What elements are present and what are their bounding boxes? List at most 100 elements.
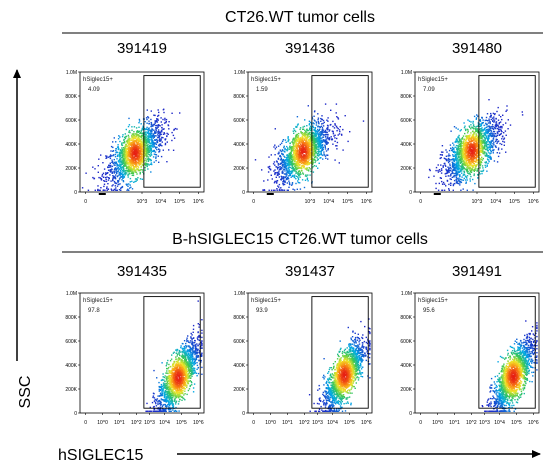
event-dot <box>276 161 278 163</box>
event-dot <box>497 141 499 143</box>
event-dot <box>476 156 478 158</box>
y-tick-label: 800K <box>65 94 77 100</box>
event-dot <box>311 118 314 120</box>
event-dot <box>495 121 498 123</box>
event-dot <box>336 116 338 118</box>
event-dot <box>320 125 323 127</box>
event-dot <box>136 168 138 170</box>
event-dot <box>307 134 309 136</box>
event-dot <box>305 150 307 152</box>
event-dot <box>441 169 443 172</box>
event-dot <box>456 148 458 150</box>
event-dot <box>454 172 457 175</box>
event-dot <box>157 126 159 128</box>
event-dot <box>475 165 477 167</box>
y-tick-label: 600K <box>233 118 245 124</box>
event-dot <box>485 124 487 126</box>
event-dot <box>161 124 163 126</box>
event-dot <box>142 125 144 127</box>
y-tick-label: 200K <box>65 166 77 172</box>
event-dot <box>294 139 296 141</box>
event-dot <box>298 144 300 147</box>
event-dot <box>279 159 282 161</box>
event-dot <box>125 168 127 170</box>
event-dot <box>292 167 295 169</box>
event-dot <box>465 150 467 152</box>
event-dot <box>282 170 284 172</box>
event-dot <box>301 134 304 136</box>
event-dot <box>132 158 134 160</box>
event-dot <box>506 105 508 107</box>
event-dot <box>493 113 496 116</box>
event-dot <box>129 177 132 180</box>
event-dot <box>103 180 105 182</box>
event-dot <box>122 172 124 174</box>
event-dot <box>140 153 143 155</box>
event-dot <box>151 131 153 133</box>
event-dot <box>101 173 104 176</box>
event-dot <box>476 170 479 172</box>
event-dot <box>105 172 107 174</box>
event-dot <box>146 140 148 142</box>
event-dot <box>337 127 339 130</box>
event-dot <box>319 146 322 148</box>
event-dot <box>467 172 469 174</box>
event-dot <box>125 153 128 155</box>
event-dot <box>142 126 144 128</box>
event-dot <box>440 164 442 166</box>
event-dot <box>109 154 112 156</box>
event-dot <box>145 142 147 145</box>
event-dot <box>336 137 338 140</box>
event-dot <box>453 167 456 170</box>
event-dot <box>171 139 173 142</box>
event-dot <box>476 142 479 144</box>
event-dot <box>316 132 319 134</box>
event-dot <box>148 136 150 138</box>
event-dot <box>303 186 306 189</box>
event-dot <box>128 130 131 132</box>
event-dot <box>286 150 288 152</box>
event-dot <box>117 168 119 170</box>
event-dot <box>287 171 289 173</box>
y-tick-label: 0 <box>74 190 77 196</box>
event-dot <box>300 170 303 172</box>
event-dot <box>149 133 152 136</box>
event-dot <box>152 124 154 126</box>
event-dot <box>122 164 125 167</box>
event-dot <box>110 145 113 148</box>
event-dot <box>142 140 144 142</box>
event-dot <box>289 146 291 149</box>
event-dot <box>164 119 166 121</box>
event-dot <box>490 116 492 118</box>
event-dot <box>317 167 319 169</box>
event-dot <box>153 129 155 131</box>
event-dot <box>147 153 149 156</box>
event-dot <box>315 144 317 146</box>
event-dot <box>302 126 304 128</box>
event-dot <box>497 119 500 121</box>
event-dot <box>295 143 297 145</box>
event-dot <box>487 139 489 141</box>
event-dot <box>151 144 154 146</box>
event-dot <box>121 163 123 165</box>
event-dot <box>120 156 123 159</box>
event-dot <box>87 189 90 191</box>
event-dot <box>464 157 466 160</box>
event-dot <box>301 153 304 155</box>
event-dot <box>489 156 491 159</box>
event-dot <box>327 134 329 136</box>
event-dot <box>482 119 484 121</box>
event-dot <box>120 173 122 175</box>
event-dot <box>123 149 125 152</box>
event-dot <box>113 176 115 178</box>
event-dot <box>285 141 287 143</box>
event-dot <box>330 123 332 126</box>
event-dot <box>294 149 297 151</box>
event-dot <box>466 166 468 169</box>
event-dot <box>490 112 492 115</box>
event-dot <box>292 137 295 139</box>
event-dot <box>478 144 481 146</box>
event-dot <box>475 133 477 135</box>
event-dot <box>455 173 457 175</box>
event-dot <box>307 164 309 166</box>
